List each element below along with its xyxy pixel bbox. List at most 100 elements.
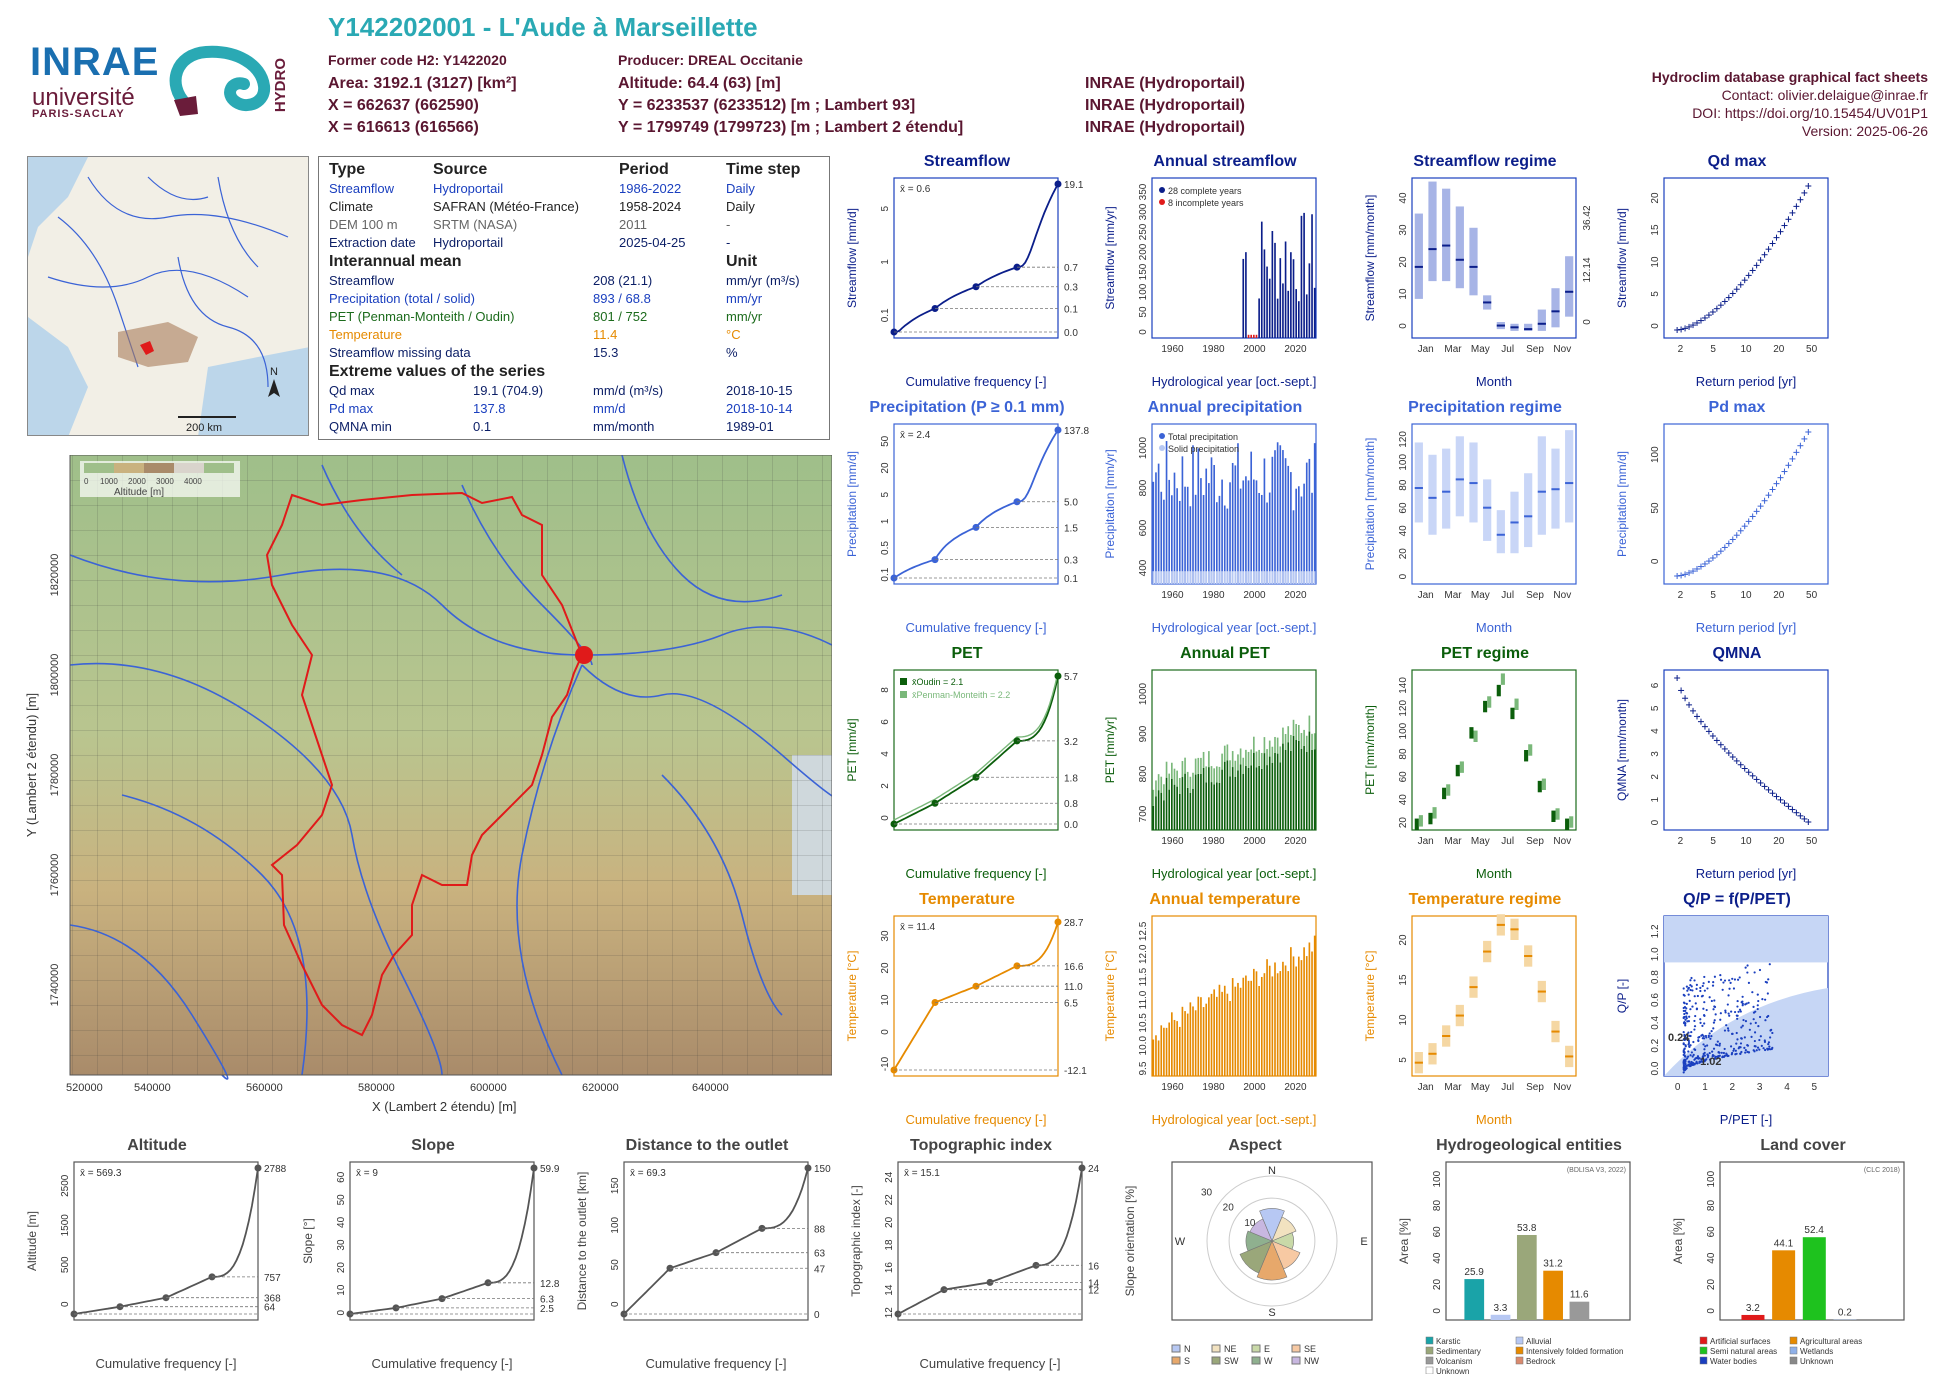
bar-solid xyxy=(1287,571,1290,584)
bar-pm xyxy=(1157,774,1160,791)
category-bar xyxy=(1772,1250,1796,1320)
y-tick-label: 100 xyxy=(1650,446,1661,463)
x-tick-label: 20 xyxy=(1773,344,1785,355)
logo-paris-saclay: PARIS-SACLAY xyxy=(32,108,125,120)
scatter-point xyxy=(1744,1051,1747,1054)
cell: Hydroportail xyxy=(433,181,504,196)
direction-label: S xyxy=(1268,1307,1275,1319)
bar xyxy=(1282,961,1284,1076)
bar xyxy=(1176,1021,1178,1076)
scatter-point xyxy=(1712,981,1715,984)
scatter-point xyxy=(1727,994,1730,997)
scatter-point xyxy=(1700,1034,1703,1037)
scatter-point xyxy=(1742,1018,1745,1022)
mean-label: x̄ = 0.6 xyxy=(900,184,931,195)
legend-swatch xyxy=(1515,1346,1524,1355)
y-tick-label: 14 xyxy=(884,1284,895,1296)
regime-box xyxy=(1418,815,1423,827)
scatter-point xyxy=(1723,979,1727,982)
legend-swatch xyxy=(1789,1356,1798,1365)
data-point xyxy=(1793,809,1800,816)
y-tick-label: 80 xyxy=(1706,1200,1717,1212)
legend-label: N xyxy=(1184,1344,1191,1354)
bar xyxy=(1237,770,1239,830)
y-tick-label: 0 xyxy=(1432,1308,1443,1314)
bar-pm xyxy=(1163,784,1165,801)
right-tick-label: 3.2 xyxy=(1064,737,1078,748)
scatter-point xyxy=(1717,1055,1720,1058)
data-point xyxy=(1697,317,1704,324)
scatter-point xyxy=(1737,1010,1740,1013)
regime-box xyxy=(1455,764,1460,777)
y-tick-label: 0 xyxy=(336,1309,347,1315)
scatter-point xyxy=(1689,1008,1692,1011)
legend-label: Artificial surfaces xyxy=(1710,1337,1770,1346)
bar xyxy=(1242,773,1245,830)
scatter-point xyxy=(1712,1047,1716,1050)
scatter-point xyxy=(1723,1047,1726,1051)
data-point xyxy=(1753,508,1760,515)
contact[interactable]: Contact: olivier.delaigue@inrae.fr xyxy=(1721,87,1928,103)
bar xyxy=(1303,745,1305,830)
scatter-point xyxy=(1723,1029,1727,1032)
bar xyxy=(1205,1003,1208,1076)
bar xyxy=(1192,788,1194,830)
y-axis-label: Precipitation [mm/month] xyxy=(1363,438,1377,571)
map-xtick: 620000 xyxy=(582,1082,619,1094)
map-ytick: 1760000 xyxy=(49,854,61,897)
legend-label: Solid precipitation xyxy=(1168,444,1239,454)
scatter-point xyxy=(1747,1001,1750,1004)
bar-pm xyxy=(1245,749,1247,766)
y-tick-label: 50 xyxy=(880,435,891,447)
regime-box xyxy=(1551,288,1560,328)
bar-pm xyxy=(1213,768,1215,785)
scatter-point xyxy=(1738,976,1741,979)
legend-swatch xyxy=(1291,1344,1301,1353)
bar-solid xyxy=(1266,571,1268,584)
y-tick-label: 80 xyxy=(1398,479,1409,491)
x-axis-label: Cumulative frequency [-] xyxy=(906,1112,1047,1127)
chart-svg: PET regime Month PET [mm/month] 20 40 60 80 100… xyxy=(1363,645,1577,881)
scatter-point xyxy=(1710,1030,1713,1033)
scatter-point xyxy=(1739,1042,1743,1045)
data-point xyxy=(1725,294,1732,301)
bar-pm xyxy=(1303,729,1305,746)
chart-title: Pd max xyxy=(1709,399,1766,416)
bar xyxy=(1163,800,1165,830)
bar xyxy=(1205,468,1208,584)
chart-land-cover: Land cover Area [%] 0 20 40 60 80 100 3.2 44.1 52.… xyxy=(1668,1134,1938,1374)
y-tick-label: 150 xyxy=(1138,263,1149,280)
scatter-point xyxy=(1745,1002,1748,1005)
scatter-point xyxy=(1693,1025,1697,1028)
bar xyxy=(1237,443,1239,584)
logo-hydro: HYDRO xyxy=(272,58,289,113)
right-tick-label: 59.9 xyxy=(540,1164,560,1175)
data-point xyxy=(1709,308,1716,315)
scatter-point xyxy=(1754,1021,1757,1025)
scatter-point xyxy=(1701,984,1704,988)
chart-title: Annual precipitation xyxy=(1148,399,1303,416)
data-point xyxy=(1797,196,1804,203)
bar xyxy=(1284,241,1287,338)
data-point xyxy=(1801,189,1808,196)
right-tick-label: 63 xyxy=(814,1249,826,1260)
y-tick-label: 0 xyxy=(1706,1308,1717,1314)
bar-solid xyxy=(1279,571,1282,584)
bar xyxy=(1297,301,1300,338)
bar-solid xyxy=(1274,571,1276,584)
data-point xyxy=(1693,565,1700,572)
bar xyxy=(1189,1002,1192,1076)
x-tick-label: 10 xyxy=(1740,836,1752,847)
data-point xyxy=(1674,327,1681,333)
bar xyxy=(1165,441,1168,584)
doi-link[interactable]: DOI: https://doi.org/10.15454/UV01P1 xyxy=(1692,105,1928,121)
data-point xyxy=(1753,776,1760,783)
bar xyxy=(1311,951,1313,1076)
bar xyxy=(1276,298,1279,338)
bar xyxy=(1210,782,1213,830)
bar-pm xyxy=(1181,761,1184,778)
scatter-point xyxy=(1682,1062,1685,1065)
scatter-point xyxy=(1726,1054,1729,1058)
y-tick-label: 40 xyxy=(1398,525,1409,537)
x-tick-label: 2020 xyxy=(1284,1082,1307,1093)
